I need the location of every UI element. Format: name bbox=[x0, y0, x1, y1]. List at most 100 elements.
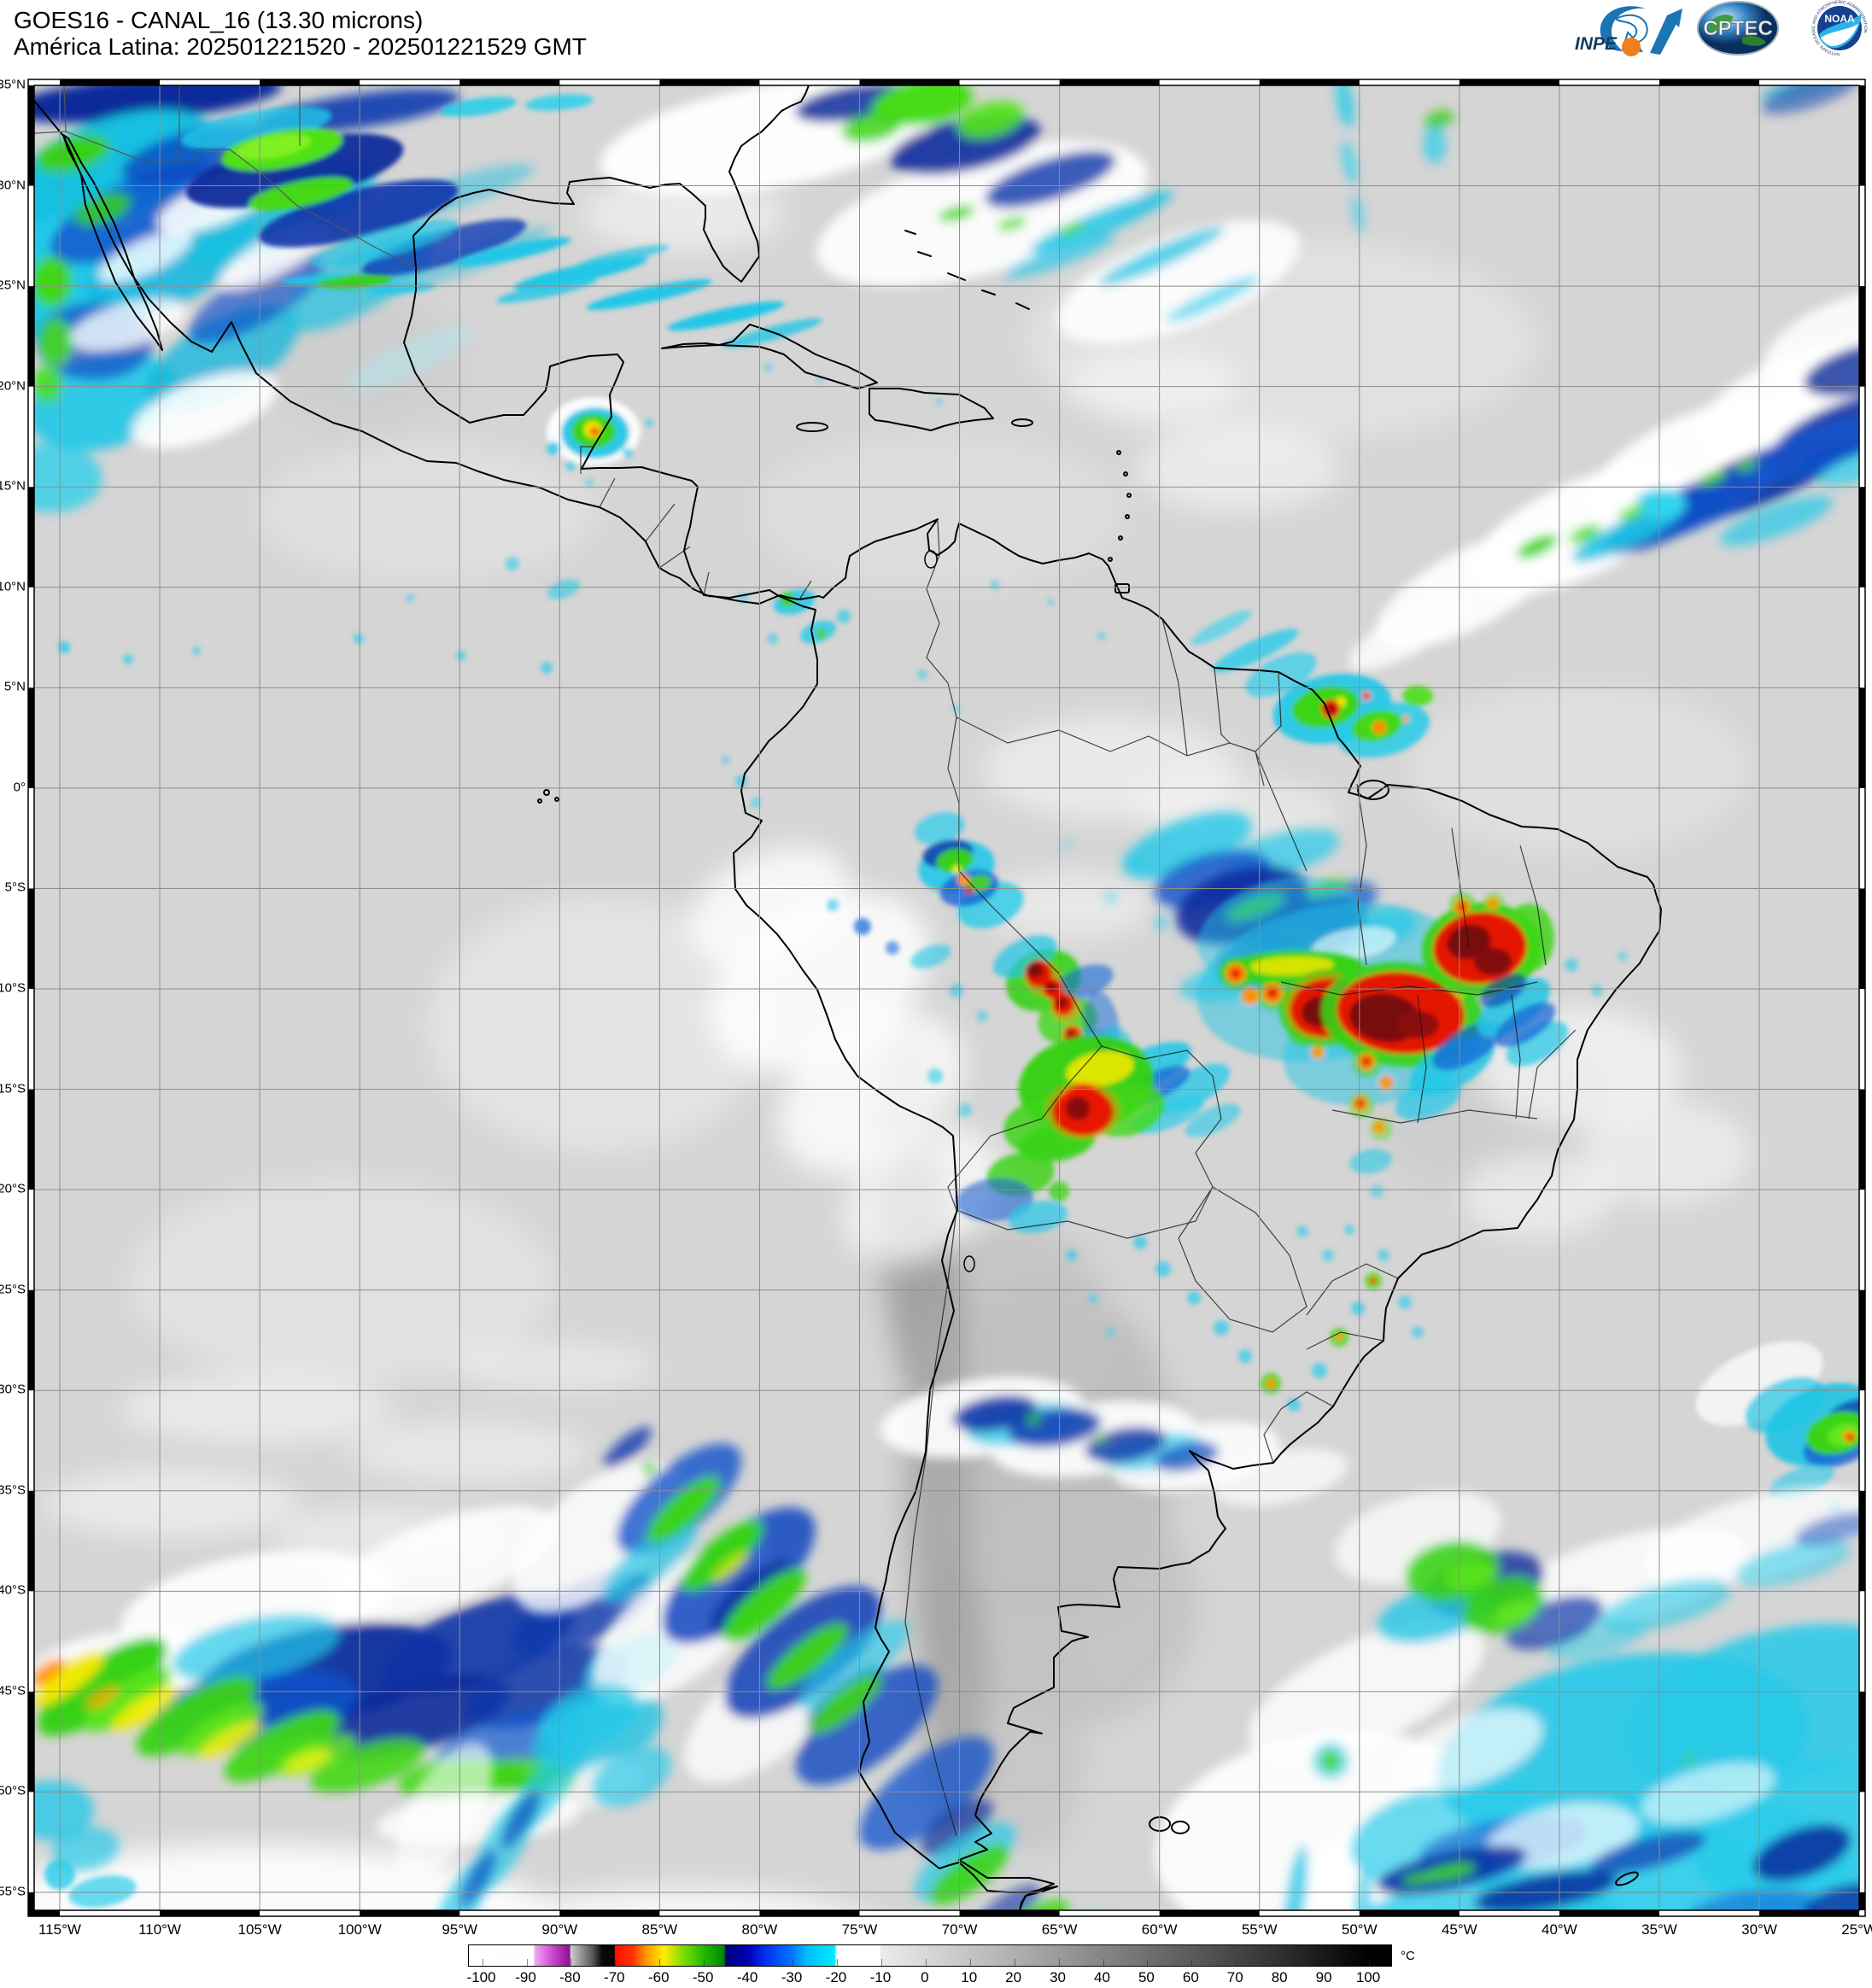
colorbar-tick bbox=[659, 1959, 661, 1966]
thin-cloud-mottling bbox=[34, 175, 1751, 1910]
lon-label-25W: 25°W bbox=[1841, 1921, 1872, 1938]
lon-label-110W: 110°W bbox=[138, 1921, 182, 1938]
lon-label-105W: 105°W bbox=[237, 1921, 282, 1938]
lat-label-50S: 50°S bbox=[0, 1784, 26, 1799]
noaa-label: NOAA bbox=[1824, 13, 1855, 25]
colorbar-tick bbox=[1103, 1959, 1104, 1966]
lat-label-45S: 45°S bbox=[0, 1683, 26, 1699]
colorbar-tick bbox=[1147, 1959, 1149, 1966]
colorbar-tick bbox=[704, 1959, 705, 1966]
cloud-specks-itcz bbox=[58, 363, 1106, 808]
colorbar-unit-label: °C bbox=[1401, 1949, 1415, 1963]
cloud-cell-yucatan bbox=[547, 397, 653, 487]
map-frame bbox=[27, 79, 1866, 1917]
colorbar-label-0: 0 bbox=[921, 1969, 929, 1985]
product-title: GOES16 - CANAL_16 (13.30 microns) bbox=[14, 7, 424, 33]
colorbar-label--30: -30 bbox=[781, 1969, 803, 1985]
lat-label-10N: 10°N bbox=[0, 579, 26, 594]
lat-label-5S: 5°S bbox=[4, 880, 26, 896]
cloud-cluster-guiana-coast bbox=[1190, 610, 1433, 758]
product-subtitle: América Latina: 202501221520 - 202501221… bbox=[14, 33, 587, 60]
lon-label-50W: 50°W bbox=[1341, 1921, 1378, 1938]
cloud-band-bahamas bbox=[600, 85, 1859, 344]
noaa-logo: NATIONAL OCEANIC AND ATMOSPHERIC ADMINIS… bbox=[1811, 0, 1868, 56]
lat-label-35N: 35°N bbox=[0, 77, 26, 92]
lat-label-5N: 5°N bbox=[3, 679, 26, 694]
agency-logos: INPE CPTEC NATIONAL OCEANIC AND ATMOSPHE… bbox=[1575, 0, 1868, 56]
colorbar-label-60: 60 bbox=[1182, 1969, 1199, 1985]
colorbar-tick bbox=[1058, 1959, 1060, 1966]
colorbar-label--90: -90 bbox=[515, 1969, 536, 1985]
colorbar-label-20: 20 bbox=[1005, 1969, 1022, 1985]
lon-label-115W: 115°W bbox=[38, 1921, 81, 1938]
colorbar-tick bbox=[880, 1959, 882, 1966]
cloud-band-mid-atlantic bbox=[1348, 286, 1859, 671]
colorbar-tick bbox=[615, 1959, 617, 1966]
inpe-logo: INPE bbox=[1575, 6, 1682, 56]
colorbar-tick bbox=[570, 1959, 572, 1966]
colorbar-label--60: -60 bbox=[647, 1969, 670, 1985]
lon-label-95W: 95°W bbox=[442, 1921, 478, 1938]
lat-label-0: 0° bbox=[13, 780, 26, 795]
us-borders bbox=[34, 85, 417, 269]
lon-label-45W: 45°W bbox=[1441, 1921, 1477, 1938]
lat-label-40S: 40°S bbox=[0, 1582, 26, 1598]
lon-label-55W: 55°W bbox=[1241, 1921, 1278, 1938]
lat-label-30N: 30°N bbox=[0, 178, 26, 193]
cloud-field-se-atlantic bbox=[1154, 1487, 1859, 1910]
lat-label-10S: 10°S bbox=[0, 980, 26, 996]
lon-label-30W: 30°W bbox=[1741, 1921, 1777, 1938]
colorbar-label-70: 70 bbox=[1226, 1969, 1243, 1985]
colorbar-label--80: -80 bbox=[559, 1969, 581, 1985]
colorbar-tick bbox=[1280, 1959, 1282, 1966]
colorbar-tick bbox=[1369, 1959, 1371, 1966]
colorbar-label--70: -70 bbox=[604, 1969, 625, 1985]
lon-label-85W: 85°W bbox=[641, 1921, 678, 1938]
lon-label-100W: 100°W bbox=[337, 1921, 382, 1938]
latlon-grid bbox=[34, 85, 1859, 1910]
country-borders bbox=[580, 446, 1577, 1837]
lat-label-20N: 20°N bbox=[0, 378, 26, 394]
coastlines bbox=[34, 85, 1662, 1910]
temperature-colorbar bbox=[468, 1944, 1392, 1967]
lat-label-30S: 30°S bbox=[0, 1382, 26, 1397]
colorbar-tick bbox=[969, 1959, 971, 1966]
colorbar-label-50: 50 bbox=[1138, 1969, 1155, 1985]
lat-label-15S: 15°S bbox=[0, 1081, 26, 1096]
colorbar-label--50: -50 bbox=[692, 1969, 714, 1985]
colorbar-label--20: -20 bbox=[825, 1969, 847, 1985]
colorbar-tick bbox=[1191, 1959, 1193, 1966]
lat-label-35S: 35°S bbox=[0, 1482, 26, 1498]
colorbar-tick bbox=[836, 1959, 838, 1966]
lat-label-25S: 25°S bbox=[0, 1282, 26, 1297]
lon-label-60W: 60°W bbox=[1141, 1921, 1178, 1938]
cloud-gulf-streaks bbox=[282, 237, 822, 348]
lon-label-35W: 35°W bbox=[1641, 1921, 1677, 1938]
cloud-complex-bolivia bbox=[956, 991, 1241, 1337]
colorbar-label-100: 100 bbox=[1355, 1969, 1381, 1985]
colorbar-label-40: 40 bbox=[1094, 1969, 1110, 1985]
lon-label-90W: 90°W bbox=[541, 1921, 578, 1938]
lat-label-25N: 25°N bbox=[0, 278, 26, 293]
lon-label-80W: 80°W bbox=[741, 1921, 778, 1938]
colorbar-tick bbox=[526, 1959, 528, 1966]
lon-label-65W: 65°W bbox=[1041, 1921, 1078, 1938]
colorbar-tick bbox=[1236, 1959, 1237, 1966]
lat-label-55S: 55°S bbox=[0, 1884, 26, 1899]
colorbar-tick bbox=[748, 1959, 750, 1966]
colorbar-label--40: -40 bbox=[736, 1969, 758, 1985]
lat-label-15N: 15°N bbox=[0, 478, 26, 494]
lon-label-70W: 70°W bbox=[941, 1921, 978, 1938]
cptec-logo: CPTEC bbox=[1697, 1, 1779, 56]
lon-label-40W: 40°W bbox=[1541, 1921, 1577, 1938]
colorbar-label-90: 90 bbox=[1315, 1969, 1332, 1985]
cptec-label: CPTEC bbox=[1703, 17, 1772, 40]
colorbar-label-10: 10 bbox=[961, 1969, 978, 1985]
lat-label-20S: 20°S bbox=[0, 1181, 26, 1196]
lon-label-75W: 75°W bbox=[841, 1921, 878, 1938]
inpe-label: INPE bbox=[1575, 34, 1618, 54]
colorbar-label--10: -10 bbox=[869, 1969, 892, 1985]
colorbar-label--100: -100 bbox=[466, 1969, 496, 1985]
